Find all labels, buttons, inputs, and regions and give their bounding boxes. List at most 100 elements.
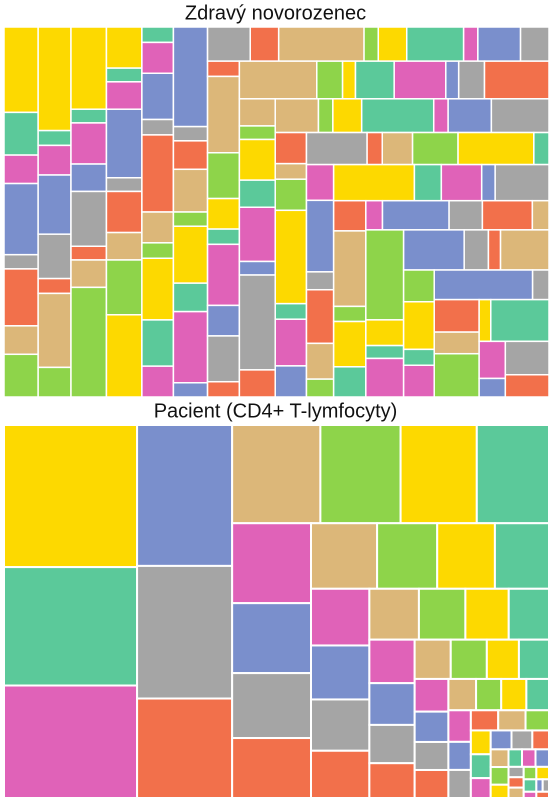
treemap-cell bbox=[368, 682, 416, 726]
treemap-cell bbox=[141, 118, 175, 136]
treemap-cell bbox=[172, 282, 209, 313]
treemap-cell bbox=[399, 424, 478, 525]
treemap-cell bbox=[238, 125, 276, 141]
treemap-cell bbox=[274, 302, 308, 320]
treemap-cell bbox=[363, 26, 380, 62]
treemap-cell bbox=[70, 259, 108, 289]
treemap-cell bbox=[521, 748, 537, 768]
treemap-cell bbox=[231, 522, 312, 605]
treemap-cell bbox=[206, 197, 241, 230]
treemap-cell bbox=[368, 638, 416, 685]
treemap-cell bbox=[105, 81, 143, 110]
treemap-cell bbox=[206, 26, 251, 62]
treemap-cell bbox=[405, 26, 465, 62]
treemap-cell bbox=[485, 638, 520, 680]
treemap-cell bbox=[3, 353, 39, 398]
treemap-cell bbox=[535, 790, 550, 799]
treemap-cell bbox=[332, 305, 367, 323]
treemap-cell bbox=[206, 151, 241, 200]
treemap-cell bbox=[365, 229, 405, 321]
treemap-cell bbox=[305, 163, 335, 202]
treemap-cell bbox=[413, 740, 450, 771]
treemap-cell bbox=[365, 199, 384, 231]
treemap-cell bbox=[497, 709, 527, 732]
treemap-cell bbox=[413, 677, 450, 713]
treemap-cell bbox=[413, 710, 450, 743]
treemap-cell bbox=[172, 310, 209, 384]
treemap-cell bbox=[70, 286, 108, 398]
treemap-cell bbox=[37, 144, 72, 176]
treemap-cell bbox=[206, 335, 241, 383]
treemap-cell bbox=[277, 26, 365, 62]
treemap-cell bbox=[332, 163, 416, 202]
treemap-cell bbox=[489, 729, 513, 751]
treemap-cell bbox=[522, 765, 538, 781]
treemap-cell bbox=[531, 729, 551, 751]
treemap-cell bbox=[37, 129, 72, 147]
treemap-cell bbox=[37, 277, 72, 295]
treemap-cell bbox=[449, 638, 488, 680]
treemap-cell bbox=[136, 424, 234, 567]
treemap-cell bbox=[3, 111, 39, 156]
treemap-cell bbox=[517, 638, 551, 680]
treemap-cell bbox=[500, 677, 528, 712]
treemap-cell bbox=[141, 319, 175, 367]
treemap-cell bbox=[3, 253, 39, 270]
treemap-cell bbox=[447, 740, 472, 771]
treemap-cell bbox=[489, 766, 510, 786]
treemap-cell bbox=[478, 340, 507, 380]
treemap-cell bbox=[354, 60, 395, 100]
treemap-cell bbox=[274, 365, 308, 398]
treemap-cell bbox=[524, 709, 550, 732]
treemap-cell bbox=[365, 357, 405, 398]
treemap-cell bbox=[413, 768, 450, 799]
treemap-cell bbox=[411, 131, 459, 166]
treemap-cell bbox=[305, 288, 335, 345]
treemap-cell bbox=[332, 366, 367, 398]
treemap-cell bbox=[37, 174, 72, 235]
treemap-cell bbox=[141, 365, 175, 398]
treemap-cell bbox=[413, 638, 452, 680]
treemap-cell bbox=[317, 98, 334, 134]
treemap-cell bbox=[206, 380, 241, 398]
treemap-cell bbox=[507, 765, 525, 779]
treemap-cell bbox=[238, 98, 276, 127]
treemap-cell bbox=[368, 587, 420, 641]
treemap-cell bbox=[274, 162, 308, 180]
treemap-cell bbox=[489, 783, 510, 799]
treemap-cell bbox=[309, 644, 371, 701]
treemap-cell bbox=[172, 211, 209, 227]
treemap-cell bbox=[3, 154, 39, 185]
treemap-cell bbox=[440, 163, 483, 202]
treemap-cell bbox=[522, 790, 538, 799]
treemap-cell bbox=[499, 229, 550, 271]
treemap-cell bbox=[477, 26, 522, 62]
treemap-cell bbox=[507, 786, 525, 799]
treemap-cell bbox=[141, 242, 175, 259]
treemap-cell bbox=[522, 778, 538, 793]
treemap-cell bbox=[105, 176, 143, 193]
treemap-cell bbox=[402, 348, 435, 366]
treemap-cell bbox=[3, 26, 39, 114]
treemap-cell bbox=[469, 753, 492, 780]
treemap-cell bbox=[172, 225, 209, 284]
treemap-cell bbox=[238, 206, 276, 263]
treemap-cell bbox=[274, 318, 308, 367]
treemap-cell bbox=[433, 352, 480, 398]
treemap-cell bbox=[478, 377, 507, 398]
treemap-cell bbox=[535, 765, 550, 781]
treemap-cell bbox=[381, 131, 414, 166]
treemap-cell bbox=[402, 229, 465, 271]
treemap-cell bbox=[231, 672, 312, 740]
treemap-cell bbox=[309, 587, 371, 647]
treemap-cell bbox=[504, 373, 550, 398]
treemap-cell bbox=[332, 98, 363, 134]
treemap-cell bbox=[3, 268, 39, 327]
treemap-cell bbox=[531, 199, 550, 231]
treemap-cell bbox=[105, 108, 143, 179]
treemap-cell bbox=[70, 190, 108, 248]
treemap-cell bbox=[238, 179, 276, 208]
treemap-cell bbox=[319, 424, 402, 525]
treemap-cell bbox=[172, 168, 209, 213]
treemap-cell bbox=[447, 709, 472, 743]
